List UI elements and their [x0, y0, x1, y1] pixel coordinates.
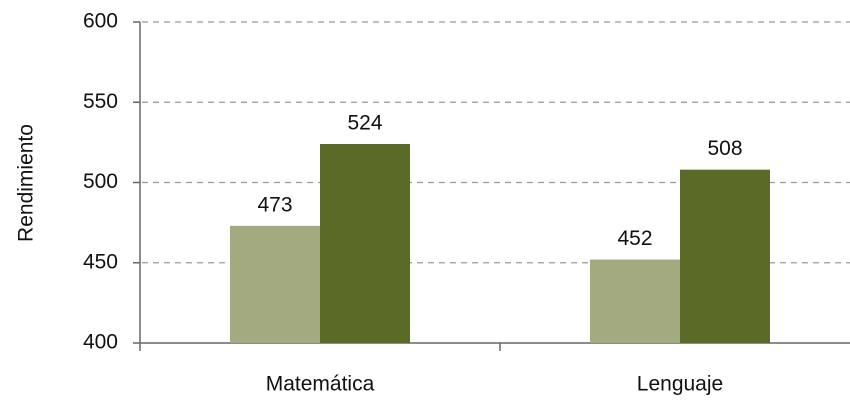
y-tick-label: 500: [83, 170, 118, 193]
y-tick-label: 600: [83, 10, 118, 33]
bar: [320, 143, 410, 343]
data-label: 473: [257, 193, 292, 216]
data-label: 452: [617, 227, 652, 250]
y-tick-label: 550: [83, 90, 118, 113]
x-tick-label: Lenguaje: [637, 373, 723, 396]
y-axis-label: Rendimiento: [15, 124, 38, 242]
bar: [590, 259, 680, 343]
data-label: 524: [347, 112, 382, 135]
x-tick-label: Matemática: [266, 373, 375, 396]
data-label: 508: [707, 137, 742, 160]
y-tick-label: 450: [83, 250, 118, 273]
bar: [230, 225, 320, 343]
y-tick-label: 400: [83, 331, 118, 354]
bar: [680, 169, 770, 343]
